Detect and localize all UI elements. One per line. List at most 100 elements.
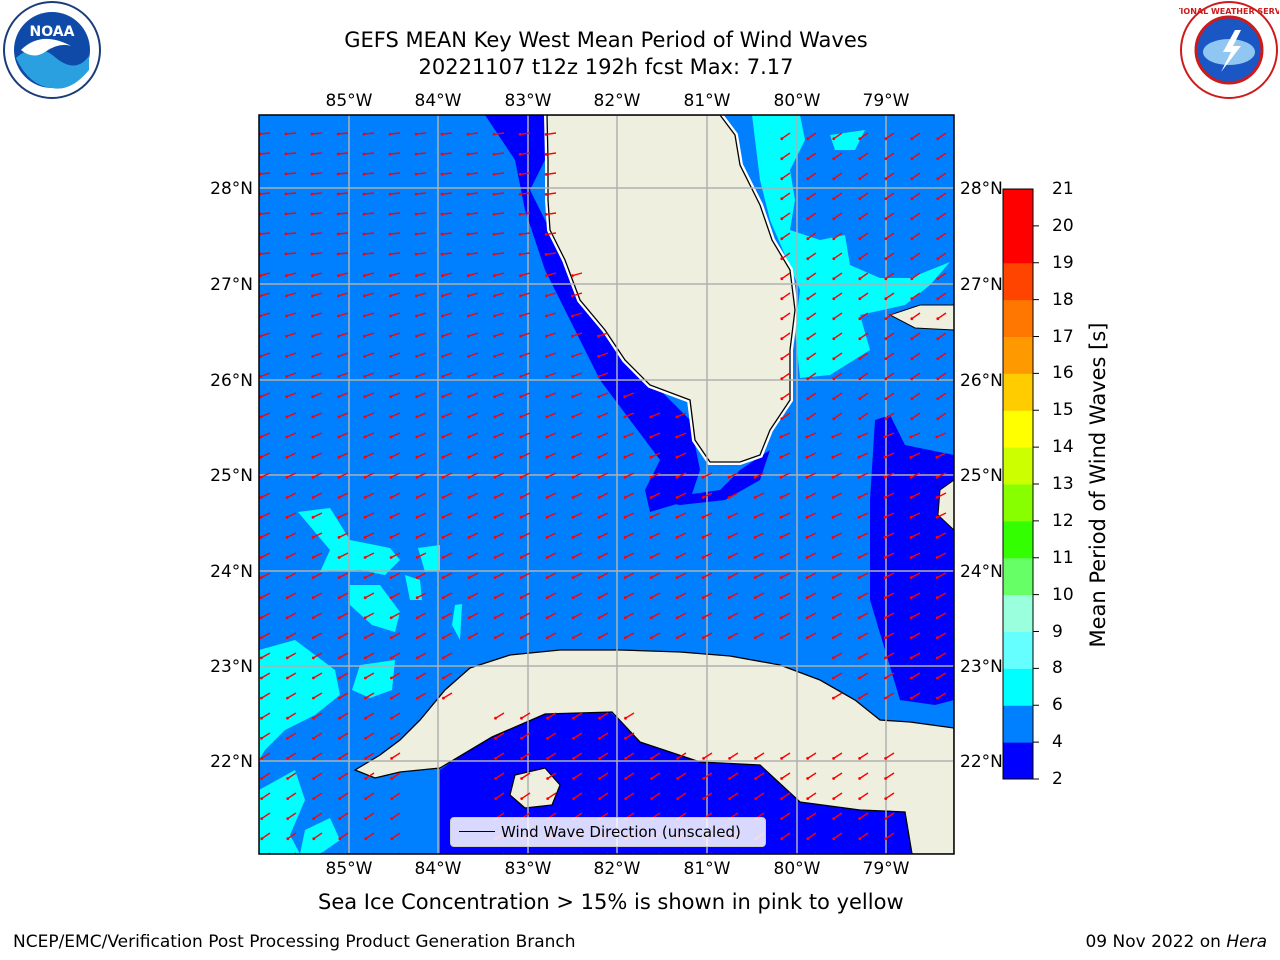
wave-direction-arrowhead <box>910 337 914 341</box>
wave-direction-arrowhead <box>259 656 263 660</box>
wave-direction-arrow <box>313 792 323 800</box>
wave-direction-arrowhead <box>415 355 418 358</box>
wave-direction-arrow <box>780 472 791 478</box>
wave-direction-arrow <box>312 492 323 499</box>
wave-direction-arrowhead <box>364 777 367 780</box>
footer-date: 09 Nov 2022 on Hera <box>1085 932 1267 952</box>
wave-direction-arrow <box>260 352 271 358</box>
wave-direction-arrow <box>807 152 817 160</box>
wave-direction-arrow <box>625 712 635 719</box>
wave-direction-arrow <box>780 592 791 599</box>
wave-direction-arrowhead <box>336 172 340 176</box>
wave-direction-arrowhead <box>571 515 575 519</box>
wave-direction-arrowhead <box>571 355 574 358</box>
wave-direction-arrowhead <box>831 455 835 459</box>
wave-direction-arrowhead <box>598 716 601 720</box>
wave-direction-arrow <box>494 552 505 559</box>
wave-direction-arrowhead <box>858 197 862 201</box>
wave-direction-arrow <box>259 172 271 175</box>
wave-direction-arrowhead <box>285 375 288 378</box>
wave-direction-arrowhead <box>806 277 810 281</box>
lon-label-bottom: 82°W <box>594 859 641 879</box>
wave-direction-arrowhead <box>337 455 341 459</box>
wave-direction-arrow <box>546 272 557 277</box>
wave-direction-arrowhead <box>597 334 600 338</box>
wave-direction-arrow <box>885 252 895 260</box>
wave-direction-arrowhead <box>728 757 731 760</box>
wave-direction-arrowhead <box>728 777 731 780</box>
wave-direction-arrow <box>260 272 271 277</box>
wave-direction-arrow <box>598 412 609 418</box>
wave-direction-arrowhead <box>364 837 368 841</box>
wave-direction-arrowhead <box>909 636 913 640</box>
wave-direction-arrow <box>572 292 583 297</box>
wave-direction-arrowhead <box>363 375 366 378</box>
wave-direction-arrowhead <box>832 676 835 680</box>
wave-direction-arrow <box>859 272 869 280</box>
wave-direction-arrow <box>260 492 271 499</box>
wave-direction-arrowhead <box>859 857 862 860</box>
wave-direction-arrowhead <box>389 415 393 419</box>
wave-direction-arrow <box>806 472 817 478</box>
wave-direction-arrowhead <box>545 455 549 459</box>
wave-direction-arrowhead <box>338 797 342 800</box>
wave-direction-arrow <box>494 612 505 619</box>
wave-direction-arrow <box>598 372 609 378</box>
wave-direction-arrow <box>572 492 583 499</box>
wave-direction-arrow <box>287 772 297 780</box>
wave-direction-arrowhead <box>831 596 835 600</box>
wave-direction-arrowhead <box>285 496 289 499</box>
wave-direction-arrowhead <box>832 297 836 301</box>
wave-direction-arrow <box>468 552 479 559</box>
wave-direction-arrowhead <box>441 435 445 439</box>
wave-direction-arrowhead <box>780 317 784 321</box>
wave-direction-arrow <box>442 132 453 135</box>
wave-direction-arrow <box>287 832 297 840</box>
wave-direction-arrow <box>833 672 843 679</box>
wave-direction-arrow <box>260 612 271 619</box>
wave-direction-arrowhead <box>573 857 576 860</box>
wave-direction-arrowhead <box>518 192 522 196</box>
wave-direction-arrowhead <box>780 777 783 780</box>
wave-direction-arrow <box>468 612 479 619</box>
wave-direction-arrowhead <box>284 152 288 156</box>
wave-direction-arrow <box>937 292 947 300</box>
wave-direction-arrow <box>833 692 843 699</box>
wave-direction-arrowhead <box>389 536 393 539</box>
wave-direction-arrow <box>286 492 297 499</box>
wave-direction-arrow <box>416 152 427 155</box>
wave-direction-arrow <box>416 312 427 317</box>
wave-direction-arrow <box>364 652 375 659</box>
wave-direction-arrowhead <box>545 515 549 519</box>
wave-direction-arrow <box>858 432 869 438</box>
wave-direction-arrowhead <box>910 137 914 141</box>
wave-direction-arrowhead <box>832 777 835 780</box>
wave-direction-arrowhead <box>440 212 444 216</box>
wave-direction-arrowhead <box>779 496 783 499</box>
wave-direction-arrowhead <box>545 355 548 358</box>
wave-direction-arrow <box>390 592 401 599</box>
wave-direction-arrowhead <box>936 676 939 680</box>
wave-direction-arrow <box>807 792 817 800</box>
wave-direction-arrow <box>859 352 869 360</box>
wave-direction-arrow <box>494 212 505 215</box>
wave-direction-arrow <box>754 472 765 478</box>
wave-direction-arrow <box>807 132 817 140</box>
wave-direction-arrowhead <box>337 496 341 499</box>
wave-direction-arrow <box>547 732 557 739</box>
wave-direction-arrow <box>390 632 401 639</box>
wave-direction-arrowhead <box>675 475 679 479</box>
wave-direction-arrowhead <box>493 636 497 640</box>
wave-direction-arrow <box>702 632 713 639</box>
wave-direction-arrowhead <box>466 232 470 236</box>
wave-direction-arrowhead <box>935 515 939 519</box>
colorbar-tick-label: 14 <box>1052 437 1074 458</box>
wave-direction-arrow <box>832 652 843 659</box>
wave-direction-arrowhead <box>832 757 835 760</box>
wave-direction-arrowhead <box>260 817 264 820</box>
wave-direction-arrowhead <box>832 377 836 381</box>
wave-direction-arrowhead <box>519 395 523 399</box>
wave-direction-arrow <box>755 752 765 759</box>
wave-direction-arrowhead <box>310 172 314 176</box>
wave-direction-arrowhead <box>806 397 810 401</box>
